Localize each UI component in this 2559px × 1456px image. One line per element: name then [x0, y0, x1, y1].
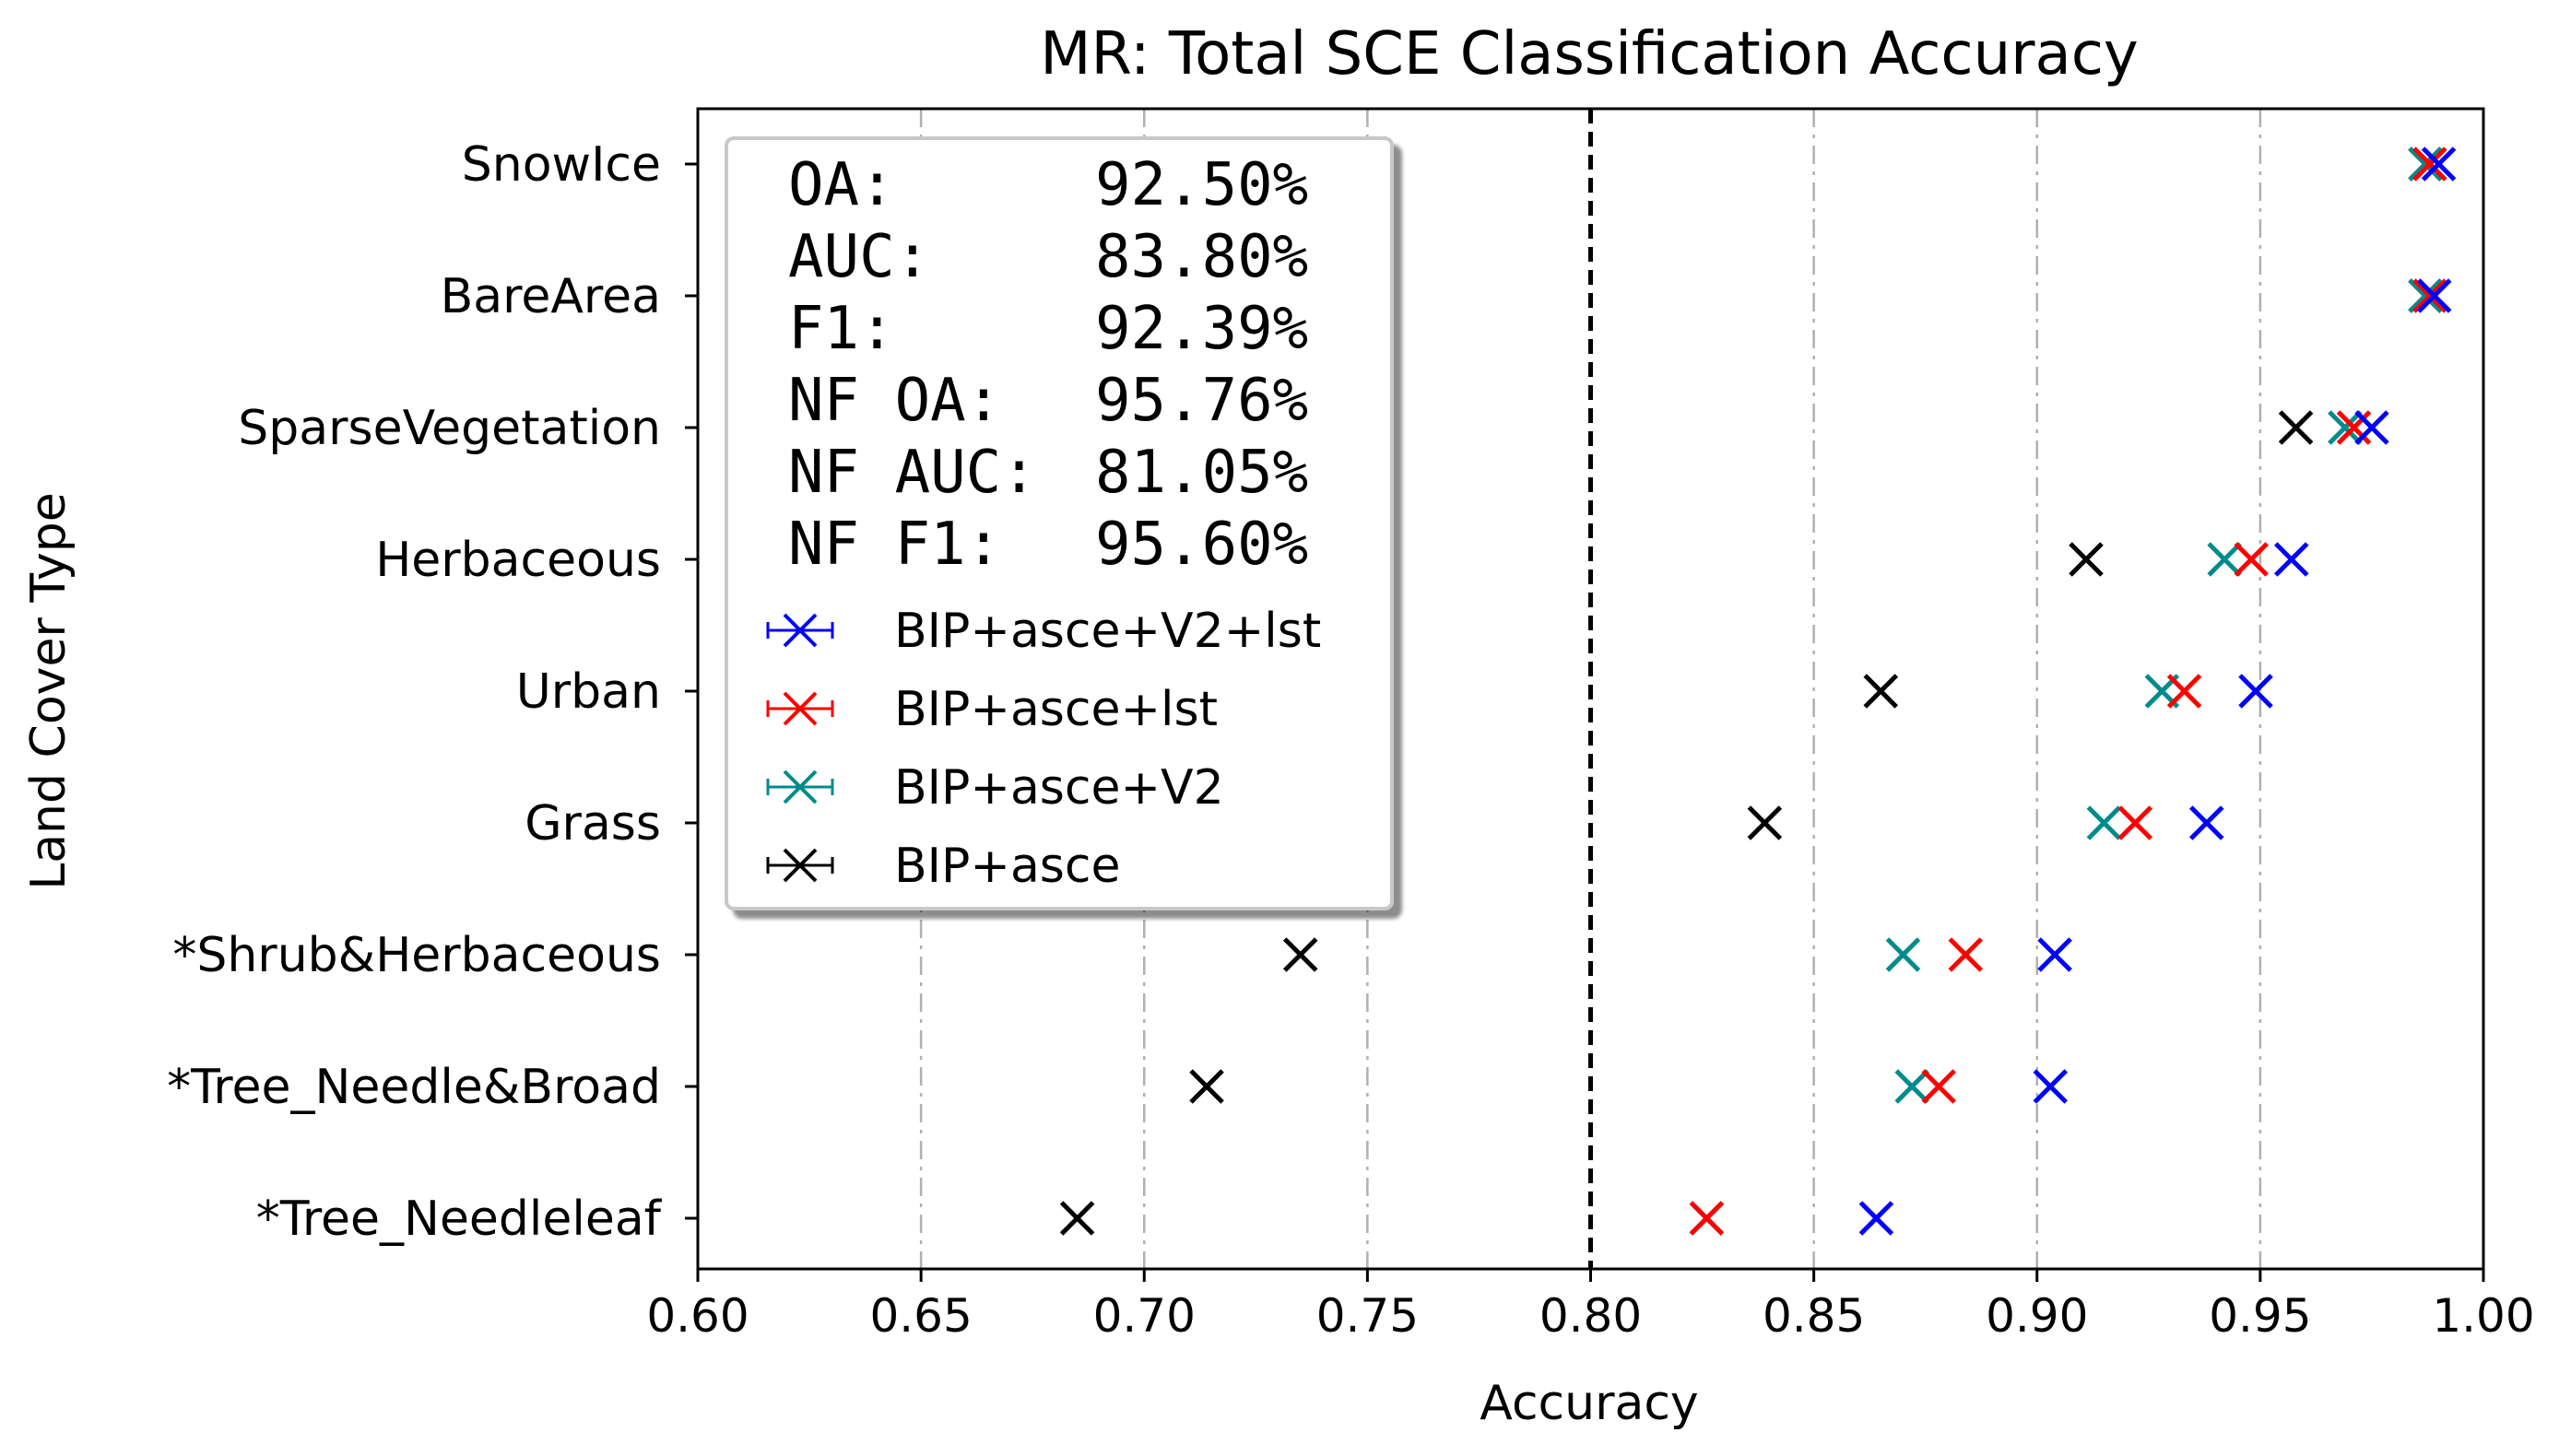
marker-bip-asce-lst-grass	[2117, 805, 2153, 840]
x-tick-label-0-85: 0.85	[1763, 1289, 1865, 1343]
marker-bip-asce-v2-lst-barearea	[2416, 278, 2452, 313]
metric-label-f1: F1:	[788, 295, 895, 363]
y-tick-label-tree-needle-broad: *Tree_Needle&Broad	[167, 1060, 661, 1115]
y-tick-label-tree-needleleaf: *Tree_Needleleaf	[256, 1192, 663, 1247]
marker-bip-asce-v2-lst-herbaceous	[2274, 542, 2309, 577]
y-tick-label-shrub-herbaceous: *Shrub&Herbaceous	[172, 928, 661, 983]
metric-value-f1: 92.39%	[1095, 295, 1308, 363]
marker-bip-asce-v2-herbaceous	[2207, 542, 2242, 577]
marker-bip-asce-lst-herbaceous	[2234, 542, 2269, 577]
y-tick-label-herbaceous: Herbaceous	[375, 533, 661, 588]
x-tick-label-1-00: 1.00	[2432, 1289, 2534, 1343]
legend-series: BIP+asce+V2+lst BIP+asce+lst BIP+asce+V2 BI…	[766, 604, 1321, 894]
marker-bip-asce-v2-lst-shrub-herbaceous	[2037, 937, 2072, 972]
metric-label-nf-oa: NF OA:	[788, 367, 1001, 435]
metric-value-auc: 83.80%	[1095, 223, 1308, 291]
legend-label-bip-asce-v2-lst: BIP+asce+V2+lst	[894, 604, 1321, 659]
marker-bip-asce-urban	[1863, 674, 1899, 709]
legend-label-bip-asce: BIP+asce	[894, 839, 1120, 894]
marker-bip-asce-sparsevegetation	[2278, 410, 2314, 445]
marker-bip-asce-v2-lst-sparsevegetation	[2354, 410, 2389, 445]
marker-bip-asce-v2-lst-tree-needleleaf	[1858, 1201, 1894, 1236]
marker-bip-asce-v2-barearea	[2408, 278, 2443, 313]
legend-entry-bip-asce-lst: BIP+asce+lst	[766, 682, 1218, 737]
chart-title: MR: Total SCE Classification Accuracy	[1040, 20, 2139, 88]
legend-box	[725, 136, 1394, 910]
marker-bip-asce-v2-lst-grass	[2188, 805, 2224, 840]
x-tick-label-0-75: 0.75	[1316, 1289, 1419, 1343]
metric-label-auc: AUC:	[788, 223, 930, 291]
metric-label-nf-f1: NF F1:	[788, 511, 1001, 579]
legend-entry-bip-asce-v2: BIP+asce+V2	[766, 760, 1224, 816]
marker-bip-asce-lst-shrub-herbaceous	[1948, 937, 1984, 972]
legend-marker-bip-asce-v2-lst	[783, 613, 818, 648]
x-tick-label-0-65: 0.65	[869, 1289, 972, 1343]
y-tick-label-urban: Urban	[516, 664, 661, 720]
y-tick-label-grass: Grass	[525, 796, 661, 851]
data-marks	[1059, 147, 2457, 1236]
y-tick-label-sparsevegetation: SparseVegetation	[238, 401, 661, 456]
marker-bip-asce-tree-needle-broad	[1189, 1069, 1224, 1104]
legend-marker-bip-asce	[783, 848, 818, 883]
x-axis-ticks: 0.60 0.65 0.70 0.75 0.80 0.85 0.90 0.95 1.00	[646, 1269, 2535, 1343]
y-tick-label-barearea: BareArea	[441, 269, 661, 324]
metric-value-nf-oa: 95.76%	[1095, 367, 1308, 435]
metric-value-oa: 92.50%	[1095, 151, 1308, 219]
marker-bip-asce-tree-needleleaf	[1059, 1201, 1095, 1236]
legend-metrics: OA: 92.50% AUC: 83.80% F1: 92.39% NF OA: 95.76%…	[788, 151, 1308, 579]
legend-entry-bip-asce-v2-lst: BIP+asce+V2+lst	[766, 604, 1321, 659]
x-axis-label: Accuracy	[1480, 1376, 1698, 1431]
marker-bip-asce-v2-snowice	[2408, 147, 2443, 182]
marker-bip-asce-v2-lst-urban	[2238, 674, 2273, 709]
marker-bip-asce-lst-barearea	[2412, 278, 2447, 313]
marker-bip-asce-lst-tree-needleleaf	[1689, 1201, 1725, 1236]
marker-bip-asce-v2-shrub-herbaceous	[1885, 937, 1921, 972]
legend-label-bip-asce-lst: BIP+asce+lst	[894, 682, 1218, 737]
x-tick-label-0-95: 0.95	[2209, 1289, 2311, 1343]
x-tick-label-0-80: 0.80	[1539, 1289, 1642, 1343]
marker-bip-asce-v2-grass	[2086, 805, 2122, 840]
metric-value-nf-f1: 95.60%	[1095, 511, 1308, 579]
metric-value-nf-auc: 81.05%	[1095, 439, 1308, 507]
legend: OA: 92.50% AUC: 83.80% F1: 92.39% NF OA: 95.76%…	[725, 136, 1394, 910]
marker-bip-asce-lst-snowice	[2412, 147, 2447, 182]
marker-bip-asce-lst-tree-needle-broad	[1921, 1069, 1956, 1104]
y-tick-label-snowice: SnowIce	[462, 137, 661, 193]
marker-bip-asce-v2-lst-snowice	[2421, 147, 2457, 182]
legend-label-bip-asce-v2: BIP+asce+V2	[894, 760, 1224, 816]
metric-label-oa: OA:	[788, 151, 895, 219]
x-tick-label-0-90: 0.90	[1986, 1289, 2088, 1343]
marker-bip-asce-v2-sparsevegetation	[2328, 410, 2363, 445]
metric-label-nf-auc: NF AUC:	[788, 439, 1037, 507]
marker-bip-asce-shrub-herbaceous	[1282, 937, 1318, 972]
x-tick-label-0-60: 0.60	[646, 1289, 749, 1343]
x-tick-label-0-70: 0.70	[1093, 1289, 1196, 1343]
marker-bip-asce-v2-lst-tree-needle-broad	[2033, 1069, 2069, 1104]
marker-bip-asce-v2-tree-needle-broad	[1894, 1069, 1929, 1104]
y-axis-ticks: SnowIce BareArea SparseVegetation Herbaceou…	[167, 137, 698, 1247]
marker-bip-asce-herbaceous	[2069, 542, 2104, 577]
legend-entry-bip-asce: BIP+asce	[766, 839, 1120, 894]
marker-bip-asce-grass	[1747, 805, 1783, 840]
legend-marker-bip-asce-v2	[783, 769, 818, 804]
y-axis-label: Land Cover Type	[21, 492, 77, 890]
legend-marker-bip-asce-lst	[783, 691, 818, 726]
marker-bip-asce-lst-urban	[2166, 674, 2202, 709]
